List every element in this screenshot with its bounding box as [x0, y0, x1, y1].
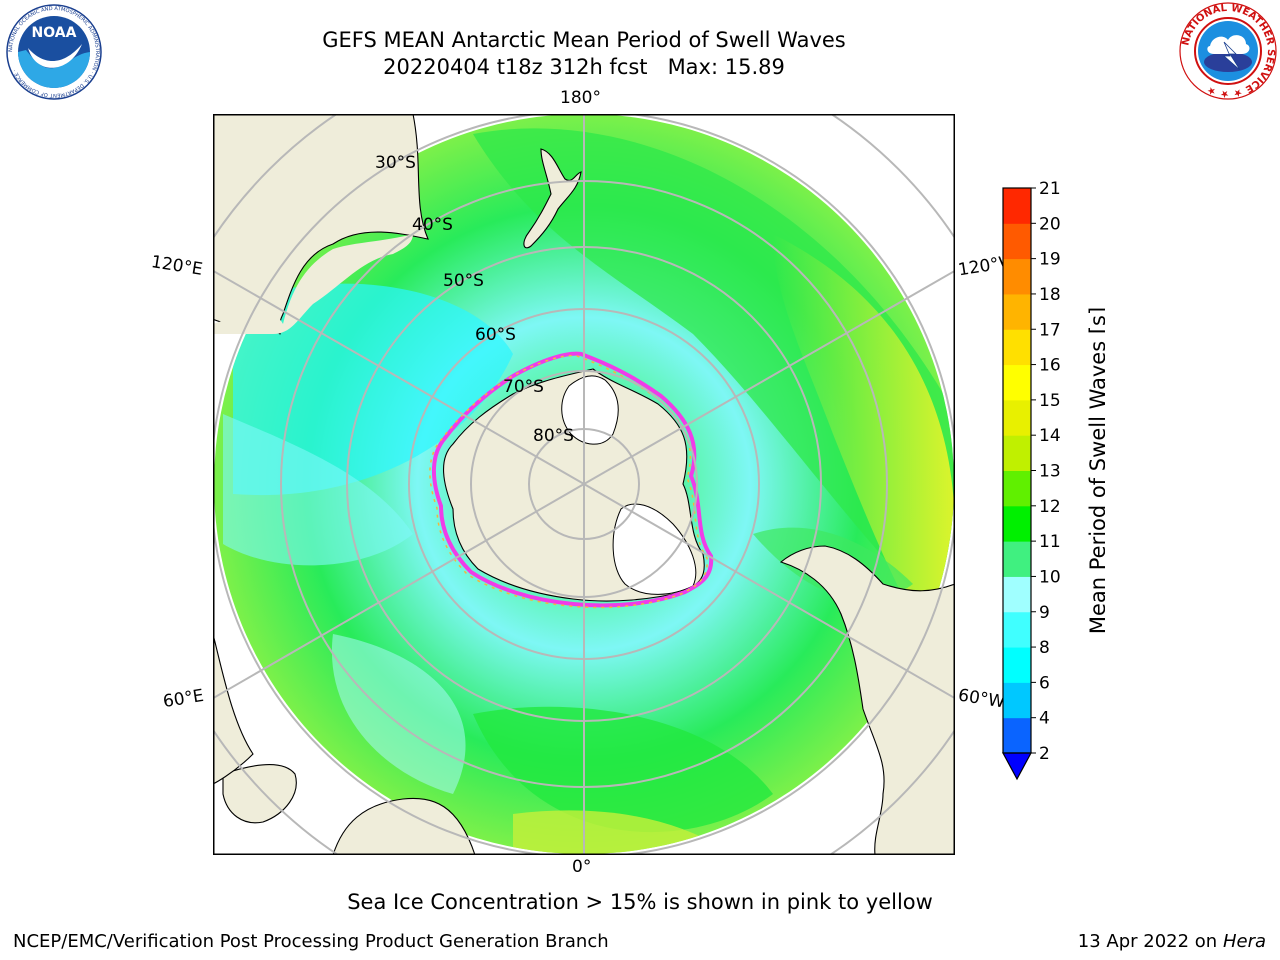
colorbar-swatch	[1003, 541, 1031, 577]
lon-label-0: 0°	[572, 857, 592, 877]
noaa-logo: NOAA NATIONAL OCEANIC AND ATMOSPHERIC AD…	[6, 4, 102, 100]
colorbar-swatch	[1003, 188, 1031, 224]
colorbar-swatch	[1003, 470, 1031, 507]
colorbar-tick-label: 21	[1039, 180, 1061, 199]
colorbar-swatch	[1003, 717, 1031, 754]
colorbar-tick-label: 13	[1039, 462, 1061, 482]
noaa-logo-text: NOAA	[32, 25, 77, 41]
colorbar-swatch	[1003, 329, 1031, 366]
lon-label-60e: 60°E	[161, 685, 206, 713]
colorbar-swatch	[1003, 682, 1031, 719]
colorbar-tick-label: 6	[1039, 673, 1050, 693]
colorbar-swatch	[1003, 505, 1031, 542]
colorbar-tick-label: 16	[1039, 356, 1061, 376]
map-title: GEFS MEAN Antarctic Mean Period of Swell…	[322, 28, 846, 52]
colorbar-tick-label: 2	[1039, 744, 1050, 764]
colorbar-tick-label: 11	[1039, 532, 1061, 552]
colorbar-swatch	[1003, 647, 1031, 683]
lon-label-120e: 120°E	[149, 252, 204, 280]
colorbar-swatch	[1003, 435, 1031, 471]
colorbar: 2 4 6 8 9 10 11 12 13 14 15 16 17 18 19 20 21 Mean Period…	[1001, 180, 1105, 781]
map-subtitle: 20220404 t18z 312h fcst Max: 15.89	[383, 55, 785, 79]
colorbar-label: Mean Period of Swell Waves [s]	[1086, 307, 1105, 634]
nws-logo: NATIONAL WEATHER SERVICE ★ ★ ★	[1179, 2, 1277, 100]
colorbar-swatch	[1003, 364, 1031, 401]
colorbar-swatch	[1003, 611, 1031, 648]
colorbar-tick-label: 10	[1039, 567, 1061, 587]
colorbar-tick-label: 12	[1039, 497, 1061, 517]
colorbar-swatch	[1003, 223, 1031, 260]
colorbar-swatch	[1003, 576, 1031, 613]
lat-label-30s: 30°S	[375, 153, 416, 173]
colorbar-swatch	[1003, 258, 1031, 295]
lat-label-80s: 80°S	[533, 426, 574, 446]
polar-map: 30°S 40°S 50°S 60°S 70°S 80°S	[213, 114, 955, 855]
colorbar-tick-label: 17	[1039, 320, 1061, 340]
colorbar-swatch	[1003, 293, 1031, 330]
colorbar-tick-label: 4	[1039, 709, 1050, 729]
colorbar-tick-label: 9	[1039, 603, 1050, 623]
colorbar-tick-label: 14	[1039, 426, 1061, 446]
footer-machine: Hera	[1222, 931, 1266, 952]
colorbar-tick-label: 8	[1039, 638, 1050, 658]
colorbar-tick-label: 15	[1039, 391, 1061, 411]
colorbar-swatch	[1003, 399, 1031, 436]
lat-label-70s: 70°S	[503, 377, 544, 397]
sea-ice-note: Sea Ice Concentration > 15% is shown in …	[347, 890, 933, 914]
graticule	[213, 114, 955, 855]
colorbar-tick-label: 19	[1039, 250, 1061, 270]
lat-label-50s: 50°S	[443, 271, 484, 291]
lon-label-180: 180°	[560, 88, 601, 108]
footer-date-text: 13 Apr 2022 on	[1077, 931, 1223, 952]
land	[213, 114, 955, 855]
lat-label-60s: 60°S	[475, 325, 516, 345]
footer-date: 13 Apr 2022 on Hera	[1078, 931, 1266, 952]
colorbar-tick-label: 20	[1039, 214, 1061, 234]
ice-shelves	[561, 375, 697, 595]
colorbar-tick-label: 18	[1039, 285, 1061, 305]
lat-label-40s: 40°S	[412, 215, 453, 235]
colorbar-extend-arrow	[1001, 752, 1033, 781]
footer-credit: NCEP/EMC/Verification Post Processing Pr…	[13, 931, 609, 952]
